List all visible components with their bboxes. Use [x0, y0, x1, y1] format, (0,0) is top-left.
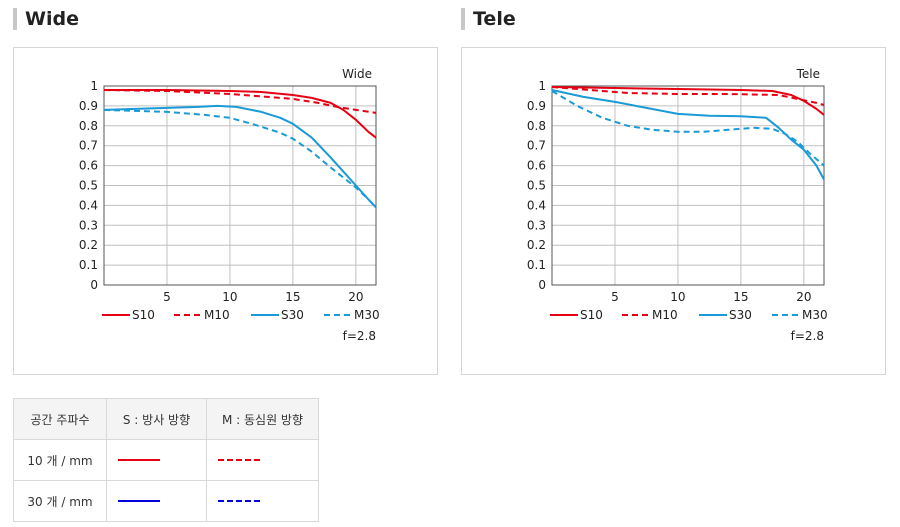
y-tick-label: 1 [538, 79, 546, 93]
series-line-s10 [551, 86, 825, 116]
chart-title: Tele [796, 67, 820, 81]
swatch-cell [206, 439, 319, 481]
y-tick-label: 0 [538, 278, 546, 292]
y-tick-label: 0.9 [79, 99, 98, 113]
y-tick-label: 0.2 [79, 238, 98, 252]
y-tick-label: 0.6 [527, 159, 546, 173]
series-line-m10 [103, 89, 377, 114]
y-tick-label: 0.8 [79, 119, 98, 133]
m30-line-swatch [218, 500, 260, 502]
legend-label-m30: M30 [354, 308, 380, 322]
series-line-s30 [103, 104, 377, 209]
legend-label-m30: M30 [802, 308, 828, 322]
y-tick-label: 0.5 [79, 179, 98, 193]
tele-title: Tele [473, 8, 516, 30]
x-tick-label: 10 [670, 290, 685, 304]
series-line-m30 [551, 90, 825, 167]
chart-title: Wide [342, 67, 372, 81]
legend-label-s10: S10 [132, 308, 155, 322]
wide-title: Wide [25, 8, 79, 30]
legend-label-s30: S30 [281, 308, 304, 322]
x-tick-label: 15 [733, 290, 748, 304]
y-tick-label: 0.4 [79, 198, 98, 212]
plot-frame [103, 85, 377, 286]
y-tick-label: 0.7 [527, 139, 546, 153]
y-tick-label: 0.4 [527, 198, 546, 212]
x-tick-label: 5 [611, 290, 619, 304]
y-tick-label: 0.6 [79, 159, 98, 173]
y-tick-label: 0.8 [527, 119, 546, 133]
y-tick-label: 0.5 [527, 179, 546, 193]
table-row: 10 개 / mm [13, 439, 319, 481]
series-line-m30 [103, 108, 377, 209]
y-tick-label: 1 [90, 79, 98, 93]
x-tick-label: 15 [285, 290, 300, 304]
series-line-s10 [104, 89, 377, 139]
y-tick-label: 0.1 [527, 258, 546, 272]
y-tick-label: 0 [90, 278, 98, 292]
s10-line-swatch [118, 459, 160, 461]
x-tick-label: 5 [163, 290, 171, 304]
table-row: 30 개 / mm [13, 480, 319, 522]
legend-label-s10: S10 [580, 308, 603, 322]
title-accent-bar [461, 8, 465, 30]
wide-mtf-chart-panel: 0 0.1 0.2 0.3 0.4 0.5 0.6 0.7 0.8 0.9 1 5 10 15 20 Wide… [13, 47, 438, 375]
series-line-s30 [551, 89, 825, 180]
plot-frame [551, 85, 825, 286]
grid [552, 85, 824, 286]
spatial-frequency-legend-table: 공간 주파수 S : 방사 방향 M : 동심원 방향 10 개 / mm 30… [13, 398, 319, 522]
chart-legend: S10 M10 S30 M30 [102, 308, 380, 322]
legend-label-s30: S30 [729, 308, 752, 322]
grid [104, 85, 376, 286]
aperture-annotation: f=2.8 [343, 329, 376, 343]
header-sagittal: S : 방사 방향 [106, 398, 207, 440]
row-label-30: 30 개 / mm [13, 480, 107, 522]
y-tick-label: 0.9 [527, 99, 546, 113]
header-spatial-frequency: 공간 주파수 [13, 398, 107, 440]
header-meridional: M : 동심원 방향 [206, 398, 319, 440]
m10-line-swatch [218, 459, 260, 461]
x-tick-label: 10 [222, 290, 237, 304]
y-tick-label: 0.3 [527, 218, 546, 232]
y-tick-label: 0.7 [79, 139, 98, 153]
row-label-10: 10 개 / mm [13, 439, 107, 481]
aperture-annotation: f=2.8 [791, 329, 824, 343]
title-accent-bar [13, 8, 17, 30]
swatch-cell [106, 439, 207, 481]
chart-legend: S10 M10 S30 M30 [550, 308, 828, 322]
tele-mtf-chart: 00.10.20.30.40.50.60.70.80.915 10 15 20Tele… [527, 67, 828, 343]
y-tick-label: 0.2 [527, 238, 546, 252]
swatch-cell [106, 480, 207, 522]
legend-label-m10: M10 [652, 308, 678, 322]
swatch-cell [206, 480, 319, 522]
wide-mtf-chart: 00.10.20.30.40.50.60.70.80.915 10 15 20Wide… [79, 67, 380, 343]
series-line-m10 [551, 86, 825, 106]
s30-line-swatch [118, 500, 160, 502]
x-tick-label: 20 [796, 290, 811, 304]
tele-mtf-chart-panel: 0 0.1 0.2 0.3 0.4 0.5 0.6 0.7 0.8 0.9 1 5 10 15 20 Tele… [461, 47, 886, 375]
y-tick-label: 0.3 [79, 218, 98, 232]
legend-header-row: 공간 주파수 S : 방사 방향 M : 동심원 방향 [13, 398, 319, 440]
tele-section-title: Tele [461, 6, 516, 32]
wide-section-title: Wide [13, 6, 79, 32]
y-tick-label: 0.1 [79, 258, 98, 272]
x-tick-label: 20 [348, 290, 363, 304]
legend-label-m10: M10 [204, 308, 230, 322]
